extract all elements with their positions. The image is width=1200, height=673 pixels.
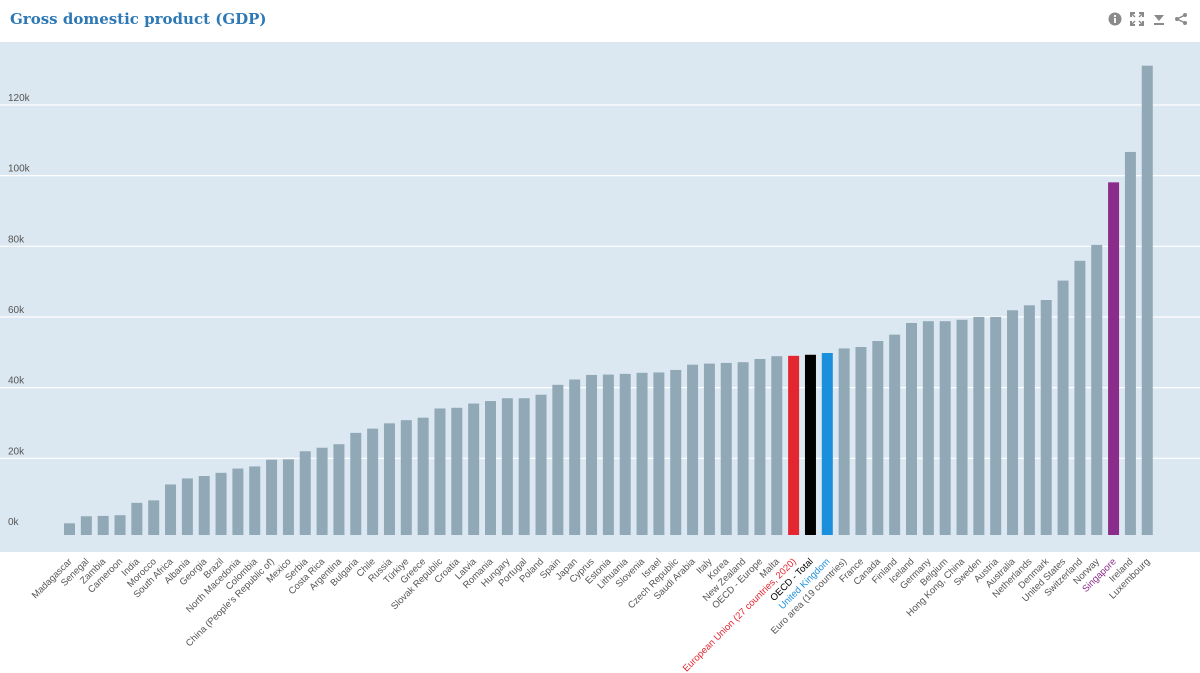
bar[interactable]: Sweden: 60000 — [973, 316, 985, 535]
bar[interactable]: Australia: 61900 — [1007, 310, 1019, 535]
bar[interactable]: Georgia: 15000 — [198, 475, 210, 535]
bar[interactable]: Cyprus: 43600 — [586, 374, 598, 535]
bar[interactable]: Chile: 28400 — [367, 428, 379, 535]
plot-background — [0, 42, 1200, 552]
y-tick-label: 80k — [8, 234, 25, 245]
bar[interactable]: Netherlands: 63300 — [1023, 305, 1035, 535]
y-tick-label: 100k — [8, 164, 31, 175]
bar[interactable]: OECD - Total: 49300 — [804, 354, 816, 535]
bar[interactable]: Romania: 36200 — [485, 401, 496, 535]
bar[interactable]: Japan: 42300 — [569, 379, 581, 535]
bar[interactable]: OECD - Europe: 48100 — [754, 359, 766, 535]
bar[interactable]: Saudi Arabia: 46500 — [687, 364, 699, 535]
bar[interactable]: Denmark: 64800 — [1040, 300, 1052, 535]
bar[interactable]: New Zealand: 47200 — [737, 362, 749, 535]
bar[interactable]: Canada: 53200 — [872, 341, 884, 535]
bar[interactable]: Singapore: 98100 — [1108, 182, 1120, 535]
bar[interactable]: Russia: 29900 — [383, 423, 395, 535]
bar[interactable]: Israel: 44300 — [653, 372, 665, 535]
bar[interactable]: Mexico: 19700 — [282, 459, 294, 535]
bar[interactable]: Latvia: 35500 — [468, 403, 480, 535]
bar[interactable]: Hong Kong, China: 59200 — [956, 319, 968, 535]
bar[interactable]: Albania: 14300 — [181, 478, 193, 535]
bar[interactable]: Madagascar: 1600 — [64, 523, 75, 535]
bar[interactable]: Slovak Republic: 34100 — [434, 408, 446, 535]
bar[interactable]: Belgium: 58800 — [939, 321, 951, 535]
chart-header: Gross domestic product (GDP) — [0, 0, 1200, 42]
bar[interactable]: Costa Rica: 23000 — [316, 447, 328, 535]
y-tick-label: 120k — [8, 93, 31, 104]
bar[interactable]: North Macedonia: 17100 — [232, 468, 244, 535]
bar[interactable]: Ireland: 106700 — [1124, 151, 1136, 535]
bar[interactable]: Cameroon: 3900 — [114, 515, 126, 535]
bar[interactable]: Türkiye: 30800 — [400, 420, 412, 535]
bar[interactable]: Zambia: 3700 — [97, 515, 109, 535]
bar[interactable]: European Union (27 countries, 2020): 490… — [788, 355, 800, 535]
bar[interactable]: Lithuania: 43900 — [619, 373, 631, 535]
bar[interactable]: United Kingdom: 49800 — [821, 353, 833, 535]
chart-title: Gross domestic product (GDP) — [10, 10, 267, 28]
bar[interactable]: Bulgaria: 27200 — [350, 432, 362, 535]
bar[interactable]: Finland: 55000 — [889, 334, 901, 535]
bar[interactable]: Morocco: 8100 — [148, 500, 160, 535]
bar[interactable]: Spain: 40800 — [552, 384, 564, 535]
bar[interactable]: Portugal: 37000 — [518, 398, 530, 535]
bar[interactable]: France: 51500 — [855, 347, 867, 535]
share-icon[interactable] — [1174, 12, 1188, 26]
bar[interactable]: Estonia: 43700 — [602, 374, 614, 535]
y-tick-label: 60k — [8, 305, 25, 316]
download-icon[interactable] — [1152, 12, 1166, 26]
bar[interactable]: Croatia: 34300 — [451, 407, 463, 535]
bar[interactable]: Korea: 47000 — [720, 362, 732, 535]
bar[interactable]: Germany: 58800 — [922, 321, 934, 535]
fullscreen-icon[interactable] — [1130, 12, 1144, 26]
bar[interactable]: Italy: 46800 — [703, 363, 715, 535]
chart-toolbar — [1108, 12, 1188, 26]
bar[interactable]: South Africa: 12600 — [165, 484, 177, 535]
bar[interactable]: Serbia: 22000 — [299, 451, 311, 535]
bar[interactable]: Poland: 38000 — [535, 394, 547, 535]
bar[interactable]: United States: 70300 — [1057, 280, 1069, 535]
bar[interactable]: Senegal: 3600 — [80, 516, 92, 535]
info-icon[interactable] — [1108, 12, 1122, 26]
bar[interactable]: Greece: 31500 — [417, 417, 429, 535]
bar[interactable]: India: 7400 — [131, 502, 143, 535]
bar[interactable]: Slovenia: 44200 — [636, 372, 648, 535]
bar[interactable]: Argentina: 24000 — [333, 444, 345, 535]
bar[interactable]: Colombia: 17700 — [249, 466, 261, 535]
y-tick-label: 20k — [8, 446, 25, 457]
bar[interactable]: Brazil: 15900 — [215, 472, 227, 535]
bar[interactable]: Norway: 80400 — [1091, 244, 1103, 535]
bar[interactable]: Luxembourg: 131100 — [1141, 65, 1153, 536]
bar[interactable]: Austria: 60000 — [990, 316, 1002, 535]
y-tick-label: 40k — [8, 376, 25, 387]
bar[interactable]: Euro area (19 countries): 51100 — [838, 348, 850, 535]
bar[interactable]: Czech Republic: 45000 — [670, 369, 682, 535]
bar[interactable]: Switzerland: 75900 — [1074, 260, 1086, 535]
bar[interactable]: Malta: 48900 — [771, 356, 783, 535]
y-tick-label: 0k — [8, 517, 20, 528]
bar[interactable]: Hungary: 37000 — [501, 398, 513, 535]
bar[interactable]: Iceland: 58300 — [906, 322, 917, 535]
bar[interactable]: China (People’s Republic of): 19600 — [266, 459, 278, 535]
